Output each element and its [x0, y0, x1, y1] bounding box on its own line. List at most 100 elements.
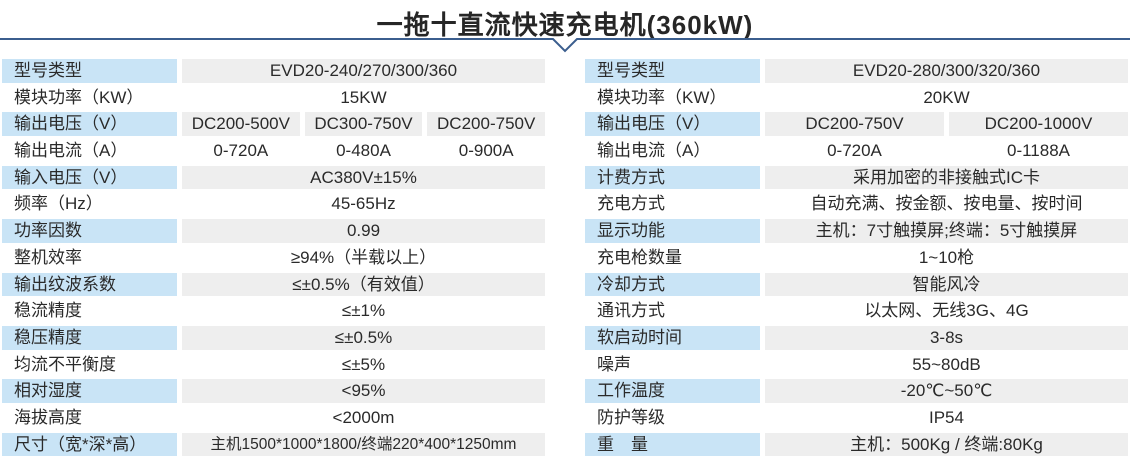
spec-value-group: EVD20-240/270/300/360 [182, 59, 545, 83]
spec-value-group: AC380V±15% [182, 165, 545, 190]
spec-label: 工作温度 [585, 379, 760, 403]
spec-value: 0-720A [827, 141, 882, 161]
spec-value: 主机1500*1000*1800/终端220*400*1250mm [182, 432, 545, 457]
spec-label: 冷却方式 [585, 272, 760, 297]
spec-value-group: 45-65Hz [182, 192, 545, 216]
spec-label: 整机效率 [14, 247, 82, 267]
spec-row: 均流不平衡度 ≤±5% [2, 353, 545, 377]
spec-label: 型号类型 [585, 59, 760, 83]
spec-value-group: 0-720A 0-1188A [765, 139, 1128, 163]
spec-label: 功率因数 [2, 219, 177, 243]
spec-label: 尺寸（宽*深*高） [2, 432, 177, 457]
spec-value: 1~10枪 [918, 247, 975, 267]
spec-row: 计费方式 采用加密的非接触式IC卡 [585, 165, 1128, 190]
spec-row: 频率（Hz） 45-65Hz [2, 192, 545, 216]
spec-value: DC200-750V [427, 112, 546, 137]
spec-row: 输出纹波系数 ≤±0.5%（有效值） [2, 272, 545, 297]
spec-value-group: ≤±1% [182, 299, 545, 323]
spec-row: 输入电压（V） AC380V±15% [2, 165, 545, 190]
spec-value-group: ≤±0.5%（有效值） [182, 272, 545, 297]
spec-row: 重 量主机：500Kg / 终端:80Kg [585, 432, 1128, 457]
spec-row: 输出电流（A） 0-720A 0-1188A [585, 139, 1128, 163]
spec-label: 型号类型 [2, 59, 177, 83]
spec-label: 输出电流（A） [14, 141, 128, 161]
spec-value-group: 0.99 [182, 219, 545, 243]
spec-value: 以太网、无线3G、4G [864, 301, 1029, 321]
spec-value: 采用加密的非接触式IC卡 [765, 165, 1128, 190]
spec-value: 3-8s [765, 325, 1128, 350]
spec-value: 55~80dB [912, 354, 981, 374]
spec-value-group: DC200-500V DC300-750V DC200-750V [182, 112, 546, 137]
spec-row: 整机效率 ≥94%（半载以上） [2, 246, 545, 270]
spec-label: 海拔高度 [14, 407, 82, 427]
spec-label: 相对湿度 [2, 379, 177, 403]
spec-value-group: 55~80dB [765, 353, 1128, 377]
spec-value: <95% [182, 379, 545, 403]
spec-row: 冷却方式 智能风冷 [585, 272, 1128, 297]
spec-row: 显示功能 主机：7寸触摸屏;终端：5寸触摸屏 [585, 219, 1128, 243]
spec-label: 输出电压（V） [585, 112, 760, 137]
spec-row: 模块功率（KW） 15KW [2, 86, 545, 110]
spec-row: 尺寸（宽*深*高） 主机1500*1000*1800/终端220*400*1250… [2, 432, 545, 457]
spec-value-group: ≤±0.5% [182, 325, 545, 350]
spec-value-group: 0-720A 0-480A 0-900A [182, 139, 545, 163]
spec-label: 充电枪数量 [597, 247, 682, 267]
spec-value: 15KW [340, 87, 387, 107]
spec-value: ≤±5% [341, 354, 386, 374]
spec-value-group: 主机：7寸触摸屏;终端：5寸触摸屏 [765, 219, 1128, 243]
spec-row: 通讯方式 以太网、无线3G、4G [585, 299, 1128, 323]
spec-value: ≥94%（半载以上） [290, 247, 437, 267]
spec-label: 计费方式 [585, 165, 760, 190]
spec-value-group: 智能风冷 [765, 272, 1128, 297]
spec-value: DC200-750V [765, 112, 944, 137]
spec-value-group: <95% [182, 379, 545, 403]
spec-label: 稳流精度 [14, 301, 82, 321]
divider-line-with-notch [0, 38, 1130, 53]
spec-value: 0-900A [458, 141, 514, 161]
spec-value: 0.99 [182, 219, 545, 243]
spec-row: 模块功率（KW） 20KW [585, 86, 1128, 110]
spec-value: 0-720A [213, 141, 269, 161]
spec-row: 工作温度 -20℃~50℃ [585, 379, 1128, 403]
spec-label: 输出纹波系数 [2, 272, 177, 297]
spec-label: 重 量 [585, 432, 760, 457]
spec-value-group: IP54 [765, 406, 1128, 430]
spec-label: 模块功率（KW） [597, 87, 727, 107]
spec-value-group: EVD20-280/300/320/360 [765, 59, 1128, 83]
spec-value: 主机：7寸触摸屏;终端：5寸触摸屏 [765, 219, 1128, 243]
spec-value-group: 主机：500Kg / 终端:80Kg [765, 432, 1128, 457]
spec-value-group: ≤±5% [182, 353, 545, 377]
spec-label: 频率（Hz） [14, 194, 103, 214]
spec-value: ≤±1% [341, 301, 386, 321]
spec-value-group: 以太网、无线3G、4G [765, 299, 1128, 323]
spec-row: 相对湿度 <95% [2, 379, 545, 403]
spec-row: 功率因数 0.99 [2, 219, 545, 243]
spec-value: 主机：500Kg / 终端:80Kg [765, 432, 1128, 457]
spec-value-group: ≥94%（半载以上） [182, 246, 545, 270]
spec-label: 防护等级 [597, 407, 665, 427]
spec-value: DC200-500V [182, 112, 300, 137]
spec-value: EVD20-240/270/300/360 [182, 59, 545, 83]
spec-value-group: DC200-750V DC200-1000V [765, 112, 1128, 137]
spec-row: 充电方式 自动充满、按金额、按电量、按时间 [585, 192, 1128, 216]
spec-label: 输出电流（A） [597, 141, 711, 161]
spec-label: 噪声 [597, 354, 631, 374]
spec-value: DC300-750V [304, 112, 423, 137]
spec-row: 输出电压（V） DC200-750V DC200-1000V [585, 112, 1128, 137]
spec-row: 型号类型 EVD20-240/270/300/360 [2, 59, 545, 83]
spec-value-group: 15KW [182, 86, 545, 110]
spec-row: 防护等级 IP54 [585, 406, 1128, 430]
spec-label: 输出电压（V） [2, 112, 177, 137]
spec-value-group: 20KW [765, 86, 1128, 110]
spec-label: 稳压精度 [2, 325, 177, 350]
spec-row: 输出电流（A） 0-720A 0-480A 0-900A [2, 139, 545, 163]
spec-row: 稳流精度 ≤±1% [2, 299, 545, 323]
spec-label: 软启动时间 [585, 325, 760, 350]
spec-tables-container: 型号类型 EVD20-240/270/300/360 模块功率（KW） 15KW 输出电… [0, 53, 1130, 459]
spec-value-group: 采用加密的非接触式IC卡 [765, 165, 1128, 190]
spec-value: DC200-1000V [949, 112, 1128, 137]
spec-label: 显示功能 [585, 219, 760, 243]
spec-row: 噪声 55~80dB [585, 353, 1128, 377]
spec-label: 模块功率（KW） [14, 87, 144, 107]
